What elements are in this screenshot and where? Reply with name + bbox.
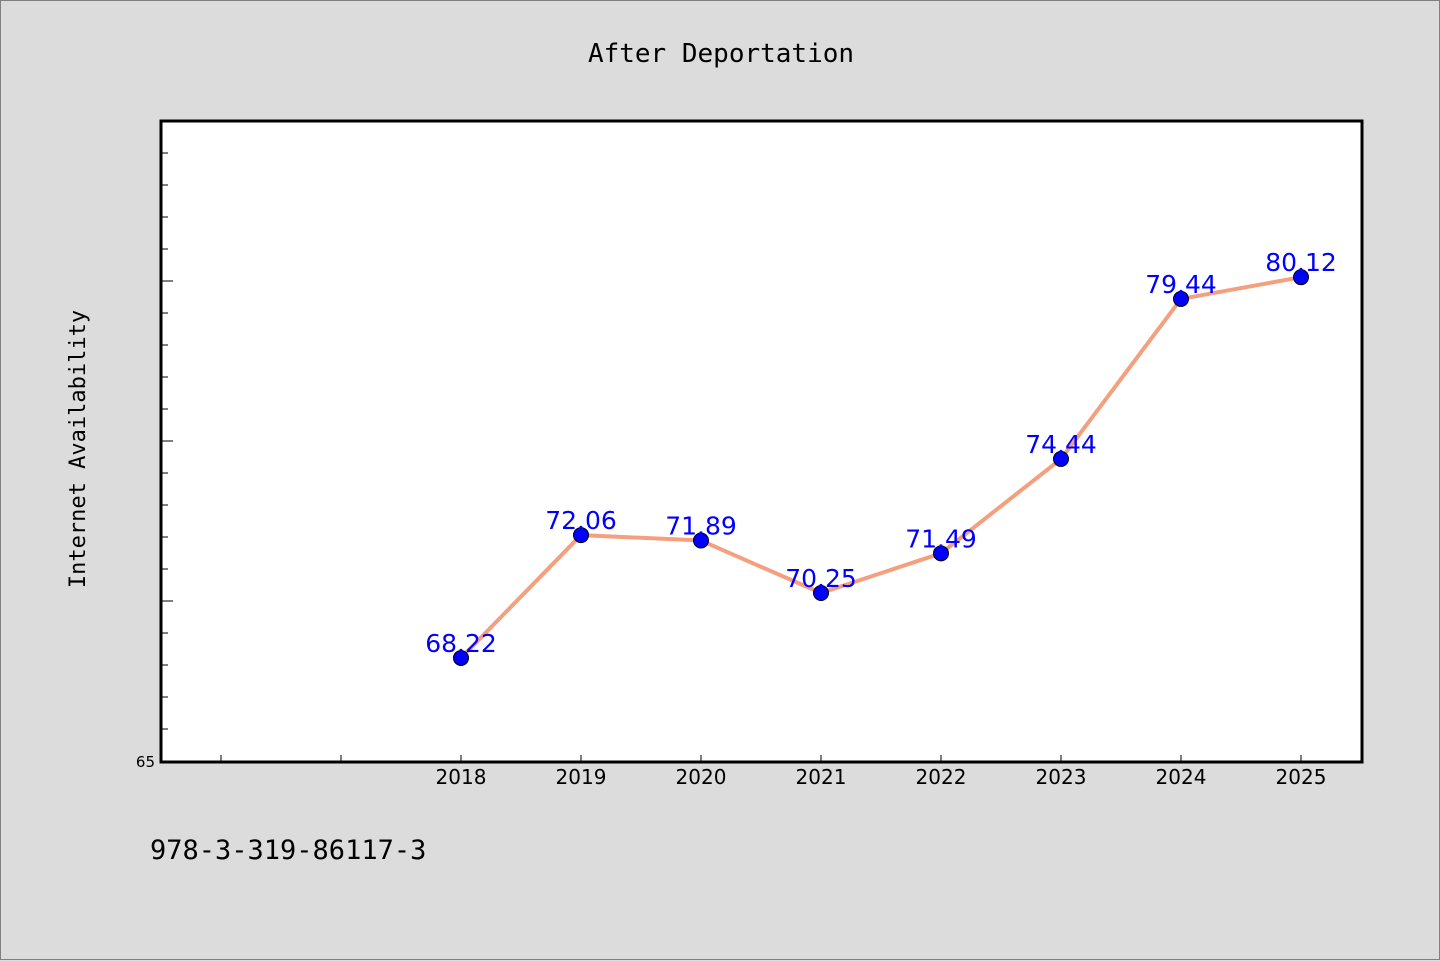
data-point xyxy=(1053,450,1069,467)
data-label: 72.06 xyxy=(545,506,617,535)
data-label: 71.89 xyxy=(665,512,737,541)
data-label: 68.22 xyxy=(425,629,497,658)
y-tick-label: 65 xyxy=(136,753,155,771)
data-point xyxy=(573,527,589,544)
y-axis-label: Internet Availability xyxy=(66,310,91,588)
x-tick-label: 2018 xyxy=(436,765,487,789)
x-tick-label: 2021 xyxy=(796,765,847,789)
data-points xyxy=(453,269,1309,666)
data-label: 71.49 xyxy=(905,524,977,553)
data-point xyxy=(453,649,469,666)
data-label: 80.12 xyxy=(1265,248,1337,277)
data-label: 74.44 xyxy=(1025,430,1097,459)
isbn-code: 978-3-319-86117-3 xyxy=(150,835,427,866)
data-label: 79.44 xyxy=(1145,270,1217,299)
data-point xyxy=(813,585,829,601)
data-point xyxy=(693,532,709,549)
plot-area xyxy=(159,119,1364,764)
chart-title: After Deportation xyxy=(588,39,854,69)
x-tick-label: 2025 xyxy=(1276,765,1327,789)
data-point xyxy=(1293,269,1309,286)
y-axis-ticks: 65 xyxy=(136,120,173,771)
x-tick-label: 2020 xyxy=(676,765,727,789)
x-tick-label: 2019 xyxy=(556,765,607,789)
x-axis-ticks: 2018 2019 2020 2021 2022 2023 2024 2025 xyxy=(220,755,1327,789)
x-tick-label: 2024 xyxy=(1156,765,1207,789)
data-label: 70.25 xyxy=(785,564,857,593)
data-labels: 68.22 72.06 71.89 70.25 71.49 74.44 79.44 80.12 xyxy=(425,248,1337,658)
series-line xyxy=(459,275,1302,660)
x-tick-label: 2023 xyxy=(1036,765,1087,789)
x-tick-label: 2022 xyxy=(916,765,967,789)
data-point xyxy=(933,545,949,562)
data-point xyxy=(1173,290,1189,307)
